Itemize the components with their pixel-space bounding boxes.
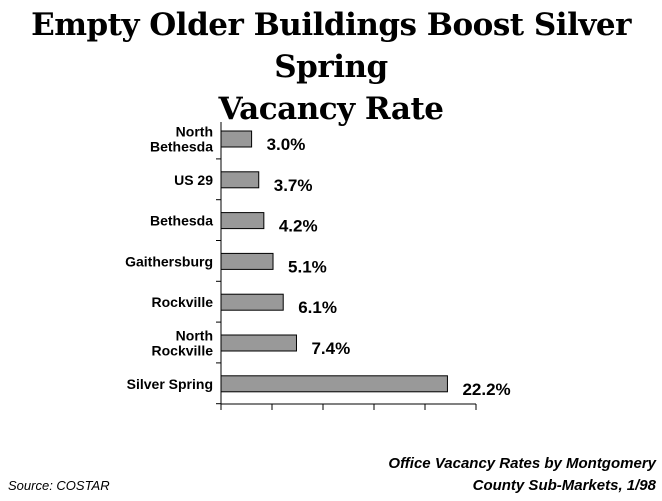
bar-5: [220, 334, 297, 352]
value-label-5: 7.4%: [311, 339, 350, 358]
category-label-line: Gaithersburg: [125, 253, 213, 269]
chart-title-line-1: Empty Older Buildings Boost Silver Sprin…: [31, 7, 631, 85]
category-label-4: Rockville: [152, 294, 214, 310]
category-label-line: Bethesda: [150, 139, 213, 155]
category-label-3: Gaithersburg: [125, 253, 213, 269]
bar-2: [220, 212, 265, 230]
category-label-5: North Rockville: [152, 328, 214, 359]
category-label-6: Silver Spring: [127, 376, 213, 392]
category-label-line: Rockville: [152, 294, 214, 310]
value-label-1: 3.7%: [274, 176, 313, 195]
chart-caption: Office Vacancy Rates by Montgomery Count…: [388, 453, 656, 497]
chart-title: Empty Older Buildings Boost Silver Sprin…: [0, 4, 662, 130]
caption-line-2: County Sub-Markets, 1/98: [472, 477, 656, 494]
category-label-line: North: [176, 124, 213, 140]
category-label-line: US 29: [174, 172, 213, 188]
value-label-2: 4.2%: [279, 217, 318, 236]
bar-6: [220, 375, 448, 393]
bar-1: [220, 171, 260, 189]
caption-line-1: Office Vacancy Rates by Montgomery: [388, 455, 656, 472]
category-label-0: North Bethesda: [150, 124, 213, 155]
value-label-0: 3.0%: [267, 135, 306, 154]
category-label-line: Bethesda: [150, 213, 213, 229]
category-label-line: North: [176, 328, 213, 344]
value-label-3: 5.1%: [288, 257, 327, 276]
category-label-line: Rockville: [152, 343, 214, 359]
bar-0: [220, 130, 253, 148]
value-label-4: 6.1%: [298, 298, 337, 317]
bar-4: [220, 293, 284, 311]
value-label-6: 22.2%: [462, 380, 510, 399]
category-label-line: Silver Spring: [127, 376, 213, 392]
source-note: Source: COSTAR: [8, 478, 110, 493]
category-label-2: Bethesda: [150, 213, 213, 229]
category-label-1: US 29: [174, 172, 213, 188]
bar-3: [220, 252, 274, 270]
chart-title-line-2: Vacancy Rate: [218, 91, 444, 127]
